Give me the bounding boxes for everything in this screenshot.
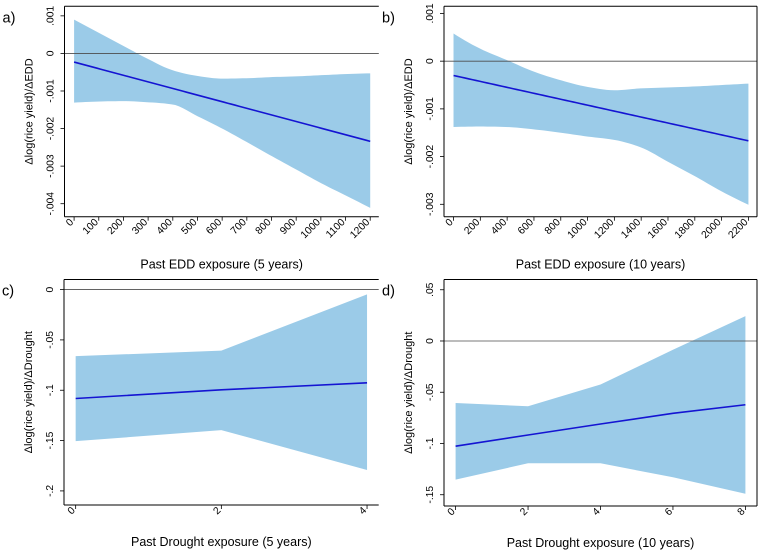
svg-text:-.1: -.1 (425, 437, 436, 449)
svg-text:Δlog(rice yield)/ΔEDD: Δlog(rice yield)/ΔEDD (24, 58, 36, 164)
svg-text:-.15: -.15 (425, 486, 436, 504)
svg-text:-.15: -.15 (45, 431, 56, 449)
svg-text:-.001: -.001 (46, 79, 57, 103)
svg-text:Past EDD exposure (5 years): Past EDD exposure (5 years) (140, 258, 303, 272)
svg-text:-.05: -.05 (425, 383, 436, 401)
svg-text:-.002: -.002 (46, 117, 57, 141)
svg-text:.001: .001 (425, 3, 436, 23)
svg-text:Δlog(rice yield)/ΔDrought: Δlog(rice yield)/ΔDrought (403, 332, 415, 454)
svg-text:0: 0 (425, 338, 436, 344)
svg-text:-.002: -.002 (425, 145, 436, 169)
svg-text:-.05: -.05 (45, 331, 56, 349)
svg-text:.001: .001 (46, 6, 57, 26)
svg-text:Past Drought exposure (10 year: Past Drought exposure (10 years) (507, 536, 695, 550)
svg-text:.05: .05 (425, 282, 436, 297)
svg-text:-.003: -.003 (425, 192, 436, 216)
svg-text:Past EDD exposure (10 years): Past EDD exposure (10 years) (516, 258, 686, 272)
svg-text:-.003: -.003 (46, 154, 57, 178)
svg-text:Δlog(rice yield)/ΔEDD: Δlog(rice yield)/ΔEDD (403, 58, 415, 164)
svg-text:0: 0 (45, 286, 56, 292)
svg-text:Past Drought exposure (5 years: Past Drought exposure (5 years) (131, 535, 312, 549)
svg-text:b): b) (382, 10, 395, 26)
svg-text:0: 0 (425, 58, 436, 64)
svg-text:0: 0 (46, 50, 57, 56)
svg-text:-.2: -.2 (45, 485, 56, 497)
svg-text:-.1: -.1 (45, 384, 56, 396)
svg-text:c): c) (2, 284, 14, 300)
svg-text:d): d) (382, 284, 395, 300)
svg-text:-.004: -.004 (46, 192, 57, 216)
svg-text:-.001: -.001 (425, 97, 436, 121)
svg-text:Δlog(rice yield)/ΔDrought: Δlog(rice yield)/ΔDrought (23, 331, 35, 453)
svg-text:a): a) (3, 10, 16, 26)
